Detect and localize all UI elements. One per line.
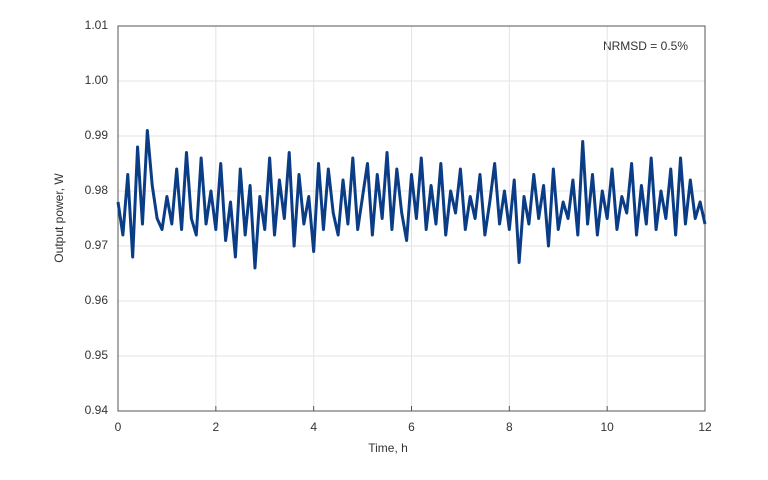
x-tick-label: 12 [698, 420, 712, 434]
y-tick-label: 0.95 [85, 348, 109, 362]
x-tick-label: 4 [310, 420, 317, 434]
annotation: NRMSD = 0.5% [603, 39, 688, 53]
x-tick-label: 0 [115, 420, 122, 434]
x-axis-label: Time, h [368, 441, 408, 455]
x-tick-label: 8 [506, 420, 513, 434]
line-series [116, 129, 707, 270]
y-tick-label: 1.01 [85, 18, 109, 32]
y-tick-label: 0.97 [85, 238, 109, 252]
x-tick-label: 6 [408, 420, 415, 434]
y-tick-label: 0.98 [85, 183, 109, 197]
y-tick-label: 0.94 [85, 403, 109, 417]
y-tick-label: 0.99 [85, 128, 109, 142]
y-tick-label: 1.00 [85, 73, 109, 87]
x-tick-label: 10 [600, 420, 614, 434]
x-tick-label: 2 [212, 420, 219, 434]
y-tick-label: 0.96 [85, 293, 109, 307]
y-axis-label: Output power, W [52, 173, 66, 263]
